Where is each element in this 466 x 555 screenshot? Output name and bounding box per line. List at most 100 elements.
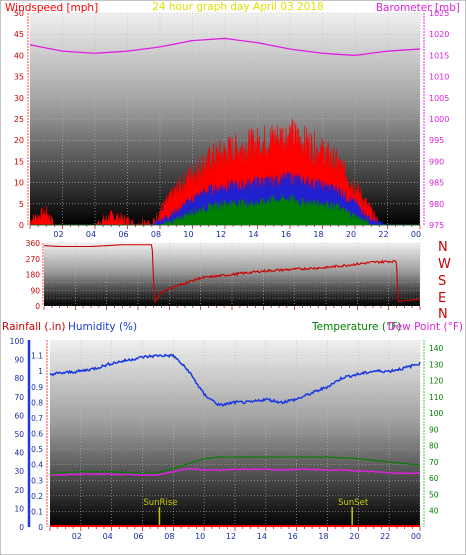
wind-title: Windspeed [mph] — [5, 2, 98, 14]
compass-n-top: N — [438, 240, 448, 255]
y-tick-label-barometer: 985 — [429, 179, 444, 188]
wind-barometer-panel: 02 04 06 08 10 12 14 16 18 20 22 000510152025303540… — [14, 9, 450, 239]
x-tick-label: 10 — [195, 532, 205, 541]
y-tick-label-humidity: 80 — [14, 374, 24, 383]
x-tick-label: 18 — [318, 532, 328, 541]
dewpoint-line — [49, 467, 421, 477]
y-tick-label-humidity: 10 — [14, 504, 24, 513]
humidity-line — [49, 353, 421, 408]
y-tick-label-barometer: 1010 — [429, 73, 449, 82]
y-tick-label-wind: 15 — [14, 157, 24, 166]
y-tick-label-barometer: 995 — [429, 136, 444, 145]
y-tick-label-rain: 0.4 — [31, 461, 43, 470]
y-tick-label-wind: 45 — [14, 30, 24, 39]
x-tick-label: 00 — [411, 532, 421, 541]
y-tick-label-rain: 0.6 — [31, 430, 43, 439]
compass-n-bottom: N — [438, 307, 448, 322]
x-tick-label: 02 — [72, 532, 82, 541]
x-tick-label: 12 — [216, 230, 226, 239]
y-tick-label-humidity: 0 — [19, 523, 24, 532]
y-tick-label-wind: 20 — [14, 136, 24, 145]
sunset-label: SunSet — [338, 498, 369, 508]
y-tick-label-wind: 5 — [19, 200, 24, 209]
y-tick-label-barometer: 990 — [429, 157, 444, 166]
y-tick-label-rain: 0 — [38, 523, 43, 532]
x-tick-label: 04 — [86, 230, 96, 239]
y-tick-label-temperature: 70 — [429, 458, 439, 467]
y-tick-label-rain: 0.2 — [31, 492, 43, 501]
y-tick-label-rain: 0.3 — [31, 476, 43, 485]
dewpoint-title: Dew Point (°F) — [388, 321, 463, 333]
y-tick-label-direction: 360 — [26, 239, 41, 248]
barometer-title: Barometer [mb] — [376, 2, 460, 14]
y-tick-label-temperature: 140 — [429, 344, 444, 353]
y-tick-label-temperature: 100 — [429, 409, 444, 418]
y-tick-label-barometer: 975 — [429, 221, 444, 230]
y-tick-label-direction: 180 — [26, 271, 41, 280]
x-tick-label: 22 — [378, 230, 388, 239]
y-tick-label-barometer: 1020 — [429, 30, 449, 39]
y-tick-label-temperature: 90 — [429, 425, 439, 434]
y-tick-label-wind: 25 — [14, 115, 24, 124]
x-tick-label: 12 — [226, 532, 236, 541]
y-tick-label-humidity: 20 — [14, 486, 24, 495]
chart-title: 24 hour graph day April 03 2018 — [152, 1, 324, 13]
y-tick-label-barometer: 980 — [429, 200, 444, 209]
humidity-title: Humidity (%) — [68, 321, 137, 333]
rainfall-title: Rainfall (.in) — [2, 321, 65, 333]
temperature-title: Temperature (°F) — [311, 321, 401, 333]
x-tick-label: 20 — [349, 532, 359, 541]
y-tick-label-rain: 0.9 — [31, 383, 43, 392]
y-tick-label-temperature: 50 — [429, 490, 439, 499]
y-tick-label-barometer: 1025 — [429, 9, 449, 18]
y-tick-label-wind: 0 — [19, 221, 24, 230]
y-tick-label-rain: 0.7 — [31, 414, 43, 423]
y-tick-label-wind: 30 — [14, 94, 24, 103]
x-tick-label: 20 — [346, 230, 356, 239]
x-tick-label: 18 — [313, 230, 323, 239]
x-tick-label: 08 — [164, 532, 174, 541]
y-tick-label-humidity: 60 — [14, 411, 24, 420]
y-tick-label-direction: 90 — [30, 286, 40, 295]
y-tick-label-direction: 0 — [35, 302, 40, 311]
x-tick-label: 06 — [133, 532, 143, 541]
x-tick-label: 02 — [53, 230, 63, 239]
y-tick-label-rain: 1.1 — [31, 352, 43, 361]
y-tick-label-humidity: 40 — [14, 449, 24, 458]
y-tick-label-humidity: 100 — [10, 337, 25, 346]
y-tick-label-wind: 35 — [14, 73, 24, 82]
barometer-line — [29, 37, 421, 56]
y-tick-label-rain: 0.8 — [31, 398, 43, 407]
x-tick-label: 16 — [281, 230, 291, 239]
x-tick-label: 00 — [411, 230, 421, 239]
humidity-temperature-panel: 02 04 06 08 10 12 14 16 18 20 22 0000.10.20.30.40.5… — [10, 337, 444, 541]
x-tick-label: 14 — [248, 230, 258, 239]
y-tick-label-humidity: 50 — [14, 430, 24, 439]
y-tick-label-wind: 10 — [14, 179, 24, 188]
y-tick-label-humidity: 70 — [14, 393, 24, 402]
y-tick-label-humidity: 30 — [14, 467, 24, 476]
y-tick-label-barometer: 1015 — [429, 51, 449, 60]
y-tick-label-temperature: 60 — [429, 474, 439, 483]
y-tick-label-wind: 50 — [14, 9, 24, 18]
wind-direction-line — [43, 244, 421, 304]
compass-s: S — [438, 274, 446, 289]
y-tick-label-barometer: 1005 — [429, 94, 449, 103]
wind-direction-panel: 0 90 180 270 360 — [26, 239, 421, 311]
y-tick-label-humidity: 90 — [14, 356, 24, 365]
y-tick-label-temperature: 80 — [429, 442, 439, 451]
compass-w: W — [438, 257, 451, 272]
y-tick-label-rain: 0.1 — [31, 507, 43, 516]
sunrise-label: SunRise — [143, 498, 177, 508]
x-tick-label: 16 — [288, 532, 298, 541]
y-tick-label-temperature: 120 — [429, 377, 444, 386]
x-tick-label: 06 — [118, 230, 128, 239]
compass-labels: N W S E N — [438, 240, 451, 322]
y-tick-label-temperature: 110 — [429, 393, 444, 402]
x-tick-label: 14 — [257, 532, 267, 541]
y-tick-label-direction: 270 — [26, 255, 41, 264]
y-tick-label-rain: 0.5 — [31, 445, 43, 454]
y-tick-label-barometer: 1000 — [429, 115, 449, 124]
